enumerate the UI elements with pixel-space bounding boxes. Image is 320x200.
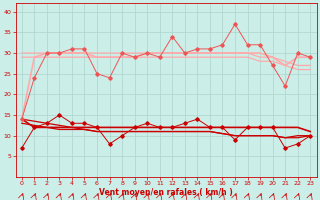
X-axis label: Vent moyen/en rafales ( km/h ): Vent moyen/en rafales ( km/h ) bbox=[99, 188, 233, 197]
